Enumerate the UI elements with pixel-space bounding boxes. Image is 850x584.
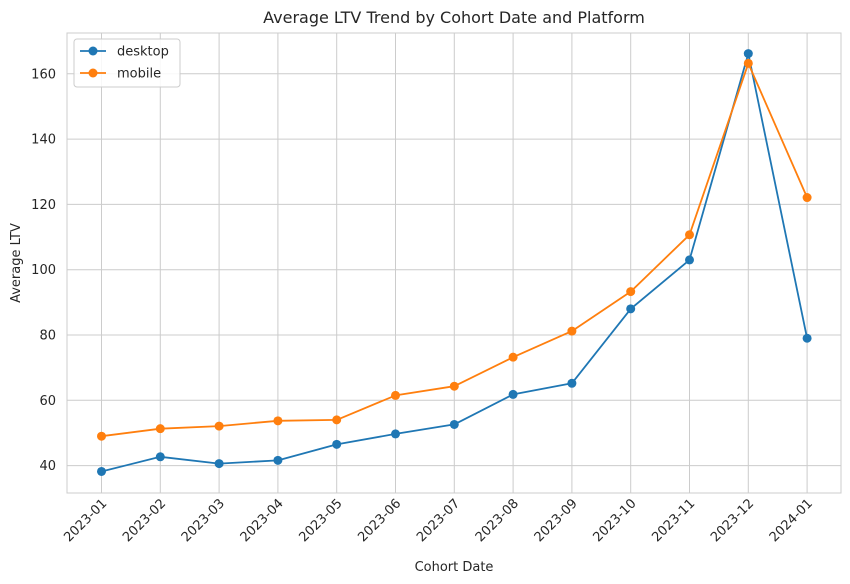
legend-item-desktop: desktop <box>80 45 169 60</box>
data-point-desktop <box>391 429 400 439</box>
series-desktop <box>97 49 812 476</box>
y-tick-label: 140 <box>31 133 56 148</box>
y-tick-labels: 40 60 80 100 120 140 160 <box>31 67 56 474</box>
data-point-desktop <box>155 452 165 462</box>
data-point-desktop <box>449 419 459 429</box>
data-point-desktop <box>97 466 106 476</box>
series-layer <box>97 49 812 476</box>
legend-label: desktop <box>117 45 169 60</box>
data-point-desktop <box>332 439 342 449</box>
data-point-mobile <box>567 326 577 336</box>
data-point-mobile <box>626 287 636 297</box>
y-tick-label: 100 <box>31 263 56 278</box>
y-tick-label: 80 <box>39 328 56 343</box>
data-point-mobile <box>508 352 518 362</box>
series-mobile <box>97 58 812 441</box>
grid <box>67 33 841 493</box>
data-point-mobile <box>449 381 459 391</box>
data-point-desktop <box>214 459 224 469</box>
data-point-mobile <box>97 431 106 441</box>
y-tick-label: 120 <box>31 198 56 213</box>
y-tick-label: 160 <box>31 67 56 82</box>
data-point-mobile <box>214 421 224 431</box>
data-point-desktop <box>567 378 577 388</box>
y-tick-label: 40 <box>39 459 56 474</box>
legend-marker <box>88 68 98 78</box>
plot-frame <box>66 32 842 494</box>
data-point-desktop <box>273 455 283 465</box>
y-axis-label: Average LTV <box>9 223 24 303</box>
data-point-desktop <box>508 389 518 399</box>
data-point-desktop <box>685 255 694 265</box>
data-point-desktop <box>802 333 812 343</box>
chart-title: Average LTV Trend by Cohort Date and Pla… <box>263 8 645 27</box>
x-axis-label: Cohort Date <box>415 560 494 575</box>
legend-marker <box>88 46 98 56</box>
data-point-mobile <box>743 58 753 68</box>
data-point-mobile <box>685 230 694 240</box>
data-point-mobile <box>391 390 400 400</box>
data-point-mobile <box>332 415 342 425</box>
data-point-mobile <box>802 193 812 203</box>
legend: desktop mobile <box>73 38 181 88</box>
data-point-desktop <box>626 304 636 314</box>
data-point-mobile <box>155 424 165 434</box>
y-tick-label: 60 <box>39 394 56 409</box>
data-point-desktop <box>743 49 753 59</box>
data-point-mobile <box>273 416 283 426</box>
legend-label: mobile <box>117 67 161 82</box>
legend-item-mobile: mobile <box>80 67 161 82</box>
